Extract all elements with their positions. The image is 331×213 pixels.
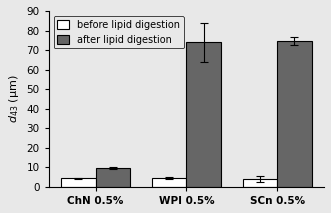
Bar — [186, 42, 221, 187]
Legend: before lipid digestion, after lipid digestion: before lipid digestion, after lipid dige… — [54, 16, 184, 48]
Bar — [277, 41, 311, 187]
Bar — [152, 178, 186, 187]
Y-axis label: $d_{43}$ (μm): $d_{43}$ (μm) — [7, 75, 21, 123]
Bar — [61, 178, 96, 187]
Bar — [96, 168, 130, 187]
Bar — [243, 179, 277, 187]
